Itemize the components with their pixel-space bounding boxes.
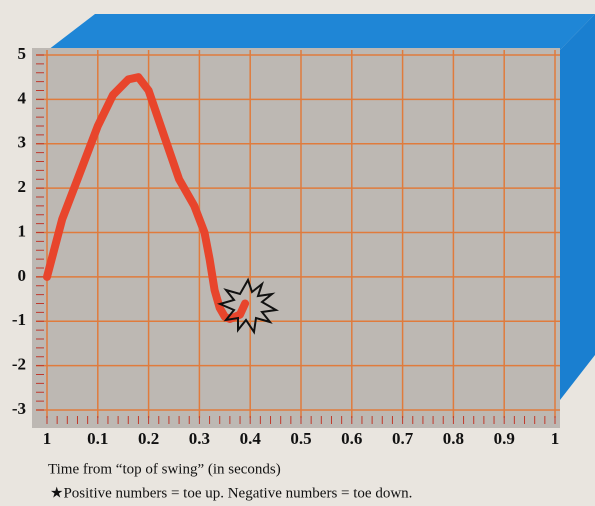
x-tick-label: 0.2 xyxy=(138,429,159,448)
data-line xyxy=(43,73,250,323)
x-tick-label: 0.5 xyxy=(290,429,311,448)
y-tick-label: -1 xyxy=(12,310,26,329)
marks xyxy=(43,73,250,323)
frame-top xyxy=(48,14,595,50)
y-tick-label: 0 xyxy=(18,266,27,285)
x-tick-label: 0.1 xyxy=(87,429,108,448)
x-tick-label: 0.4 xyxy=(240,429,262,448)
x-tick-label: 1 xyxy=(43,429,52,448)
y-tick-label: 2 xyxy=(18,177,27,196)
x-tick-label: 0.8 xyxy=(443,429,464,448)
y-tick-label: 1 xyxy=(18,221,27,240)
x-tick-label: 0.6 xyxy=(341,429,362,448)
y-tick-label: 3 xyxy=(18,133,27,152)
plot-background xyxy=(32,48,560,428)
annotation: ★Positive numbers = toe up. Negative num… xyxy=(50,485,412,501)
y-tick-label: -3 xyxy=(12,399,26,418)
frame-side xyxy=(560,14,595,400)
y-tick-label: 5 xyxy=(18,44,27,63)
starburst xyxy=(217,277,280,335)
y-tick-label: -2 xyxy=(12,355,26,374)
x-tick-label: 0.7 xyxy=(392,429,414,448)
y-tick-label: 4 xyxy=(18,88,27,107)
x-axis-label: Time from “top of swing” (in seconds) xyxy=(48,461,281,477)
grid xyxy=(36,50,560,424)
x-tick-label: 0.3 xyxy=(189,429,210,448)
x-tick-label: 0.9 xyxy=(494,429,515,448)
x-tick-label: 1 xyxy=(551,429,560,448)
